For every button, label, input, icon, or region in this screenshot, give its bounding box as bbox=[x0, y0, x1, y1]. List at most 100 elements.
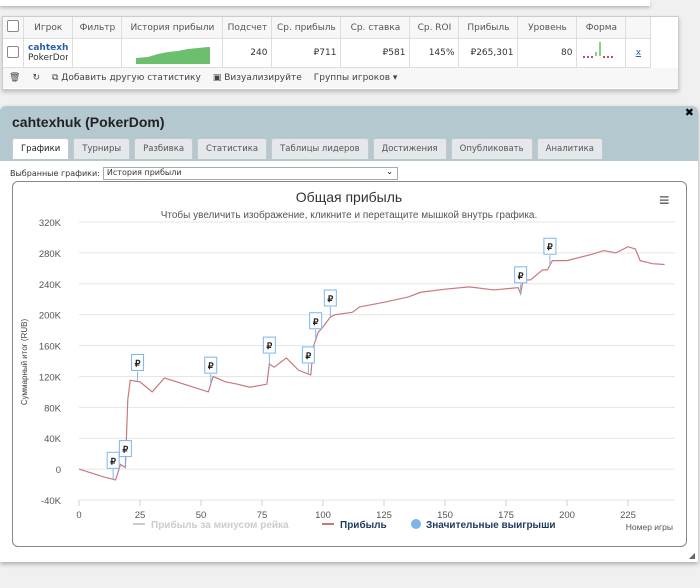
avg-stake-value: ₽581 bbox=[340, 38, 411, 68]
big-win-flag bbox=[118, 440, 132, 458]
trash-icon[interactable]: 🗑 bbox=[9, 73, 21, 83]
x-tick-label: 150 bbox=[437, 510, 453, 521]
big-win-flag bbox=[323, 289, 337, 307]
chart-container[interactable]: Общая прибыль Чтобы увеличить изображение… bbox=[12, 181, 687, 547]
level-value: 80 bbox=[517, 38, 578, 68]
x-tick-label: 200 bbox=[559, 510, 575, 521]
close-icon[interactable]: ✖ bbox=[684, 106, 694, 119]
x-tick-label: 125 bbox=[376, 510, 392, 521]
big-win-label: ₽ bbox=[518, 271, 524, 281]
chart-select-value: История прибыли bbox=[106, 168, 182, 177]
big-win-label: ₽ bbox=[305, 351, 311, 361]
big-win-label: ₽ bbox=[547, 242, 553, 252]
chart-subtitle: Чтобы увеличить изображение, кликните и … bbox=[161, 209, 538, 221]
x-axis-label: Номер игры bbox=[626, 522, 673, 532]
col-level[interactable]: Уровень bbox=[517, 17, 578, 39]
x-tick-label: 175 bbox=[498, 510, 514, 521]
table-toolbar: 🗑 ↻ ⧉ Добавить другую статистику ▣ Визуа… bbox=[3, 68, 678, 88]
remove-row-link[interactable]: x bbox=[635, 48, 642, 58]
x-tick-label: 225 bbox=[620, 510, 636, 521]
legend-big-wins[interactable]: Значительные выигрыши bbox=[426, 520, 556, 531]
y-tick-label: 80K bbox=[44, 403, 62, 414]
col-avg-roi[interactable]: Ср. ROI bbox=[409, 17, 460, 39]
x-tick-label: 100 bbox=[315, 510, 331, 521]
legend-profit[interactable]: Прибыль bbox=[340, 519, 387, 531]
big-win-flag bbox=[514, 266, 528, 284]
resize-handle[interactable]: ◢ bbox=[688, 551, 695, 560]
add-stat-button[interactable]: ⧉ Добавить другую статистику bbox=[51, 73, 201, 83]
tab-6[interactable]: Опубликовать bbox=[450, 138, 533, 159]
top-panel bbox=[0, 0, 650, 6]
big-win-label: ₽ bbox=[266, 341, 272, 351]
col-profit[interactable]: Прибыль bbox=[458, 17, 519, 39]
col-avg-profit[interactable]: Ср. прибыль bbox=[271, 17, 342, 39]
y-tick-label: -40K bbox=[41, 496, 62, 507]
tab-7[interactable]: Аналитика bbox=[536, 138, 604, 159]
legend-rakeless[interactable]: Прибыль за минусом рейка bbox=[151, 519, 289, 531]
table-row: cahtexh PokerDon 240 ₽711 ₽581 145% ₽265,… bbox=[3, 38, 652, 68]
col-avg-stake[interactable]: Ср. ставка bbox=[340, 17, 411, 39]
y-tick-label: 120K bbox=[39, 372, 62, 383]
visualize-button[interactable]: ▣ Визуализируйте bbox=[212, 73, 302, 83]
y-tick-label: 200K bbox=[39, 311, 62, 322]
player-groups-dropdown[interactable]: Группы игроков ▾ bbox=[313, 73, 398, 83]
col-form[interactable]: Форма bbox=[576, 17, 627, 39]
profit-value: ₽265,301 bbox=[458, 38, 519, 68]
big-win-flag bbox=[204, 356, 218, 374]
sparkline-area bbox=[136, 46, 211, 64]
tab-4[interactable]: Таблицы лидеров bbox=[271, 138, 369, 159]
tab-bar: Графики Турниры Разбивка Статистика Таблицы … bbox=[12, 138, 604, 159]
avg-profit-value: ₽711 bbox=[271, 38, 342, 68]
chart-selector-row: Выбранные графики: История прибыли ⌄ bbox=[10, 167, 398, 180]
y-tick-label: 160K bbox=[39, 342, 62, 353]
tab-0[interactable]: Графики bbox=[12, 138, 70, 159]
big-win-flag bbox=[301, 346, 315, 364]
x-tick-label: 25 bbox=[135, 510, 146, 521]
tab-2[interactable]: Разбивка bbox=[134, 138, 194, 159]
big-win-label: ₽ bbox=[110, 456, 116, 466]
player-site: PokerDon bbox=[28, 53, 68, 63]
hamburger-icon[interactable]: ≡ bbox=[659, 190, 670, 210]
x-tick-label: 75 bbox=[257, 510, 268, 521]
player-link[interactable]: cahtexh bbox=[28, 43, 69, 53]
x-tick-label: 50 bbox=[196, 510, 207, 521]
big-win-flag bbox=[543, 237, 557, 255]
tab-5[interactable]: Достижения bbox=[372, 138, 447, 159]
y-tick-label: 0 bbox=[56, 465, 61, 476]
col-filter[interactable]: Фильтр bbox=[72, 17, 123, 39]
y-axis-label: Суммарный итог (RUB) bbox=[20, 319, 29, 406]
tab-1[interactable]: Турниры bbox=[73, 138, 131, 159]
row-checkbox[interactable] bbox=[7, 45, 19, 58]
selected-charts-label: Выбранные графики: bbox=[10, 169, 100, 178]
visualize-label: Визуализируйте bbox=[224, 73, 302, 83]
big-win-label: ₽ bbox=[313, 317, 319, 327]
col-count[interactable]: Подсчет bbox=[222, 17, 273, 39]
refresh-icon[interactable]: ↻ bbox=[32, 73, 40, 83]
big-win-label: ₽ bbox=[208, 361, 214, 371]
player-stats-table: Игрок Фильтр История прибыли Подсчет Ср.… bbox=[2, 16, 679, 90]
profit-sparkline bbox=[121, 38, 224, 68]
window-header[interactable]: cahtexhuk (PokerDom) ✖ Графики Турниры Раз… bbox=[0, 106, 698, 161]
form-chart bbox=[576, 38, 627, 68]
y-tick-label: 280K bbox=[39, 249, 62, 260]
chart-title: Общая прибыль bbox=[296, 189, 402, 205]
big-win-flag bbox=[262, 336, 276, 354]
y-tick-label: 40K bbox=[44, 434, 62, 445]
legend-symbol-big-wins bbox=[411, 519, 421, 529]
big-win-label: ₽ bbox=[135, 358, 141, 368]
chart-select[interactable]: История прибыли ⌄ bbox=[102, 167, 398, 180]
tab-3[interactable]: Статистика bbox=[197, 138, 268, 159]
chevron-down-icon: ⌄ bbox=[386, 167, 393, 176]
y-tick-label: 240K bbox=[39, 280, 62, 291]
count-value: 240 bbox=[222, 38, 273, 68]
y-tick-label: 320K bbox=[39, 218, 62, 229]
col-history[interactable]: История прибыли bbox=[121, 17, 224, 39]
select-all-checkbox[interactable] bbox=[7, 20, 19, 32]
col-player[interactable]: Игрок bbox=[23, 17, 74, 39]
add-stat-label: Добавить другую статистику bbox=[61, 73, 201, 83]
big-win-flag bbox=[106, 451, 120, 469]
big-win-flag bbox=[131, 353, 145, 371]
big-win-label: ₽ bbox=[327, 294, 333, 304]
player-window: cahtexhuk (PokerDom) ✖ Графики Турниры Раз… bbox=[0, 106, 698, 562]
profit-line bbox=[78, 246, 665, 481]
